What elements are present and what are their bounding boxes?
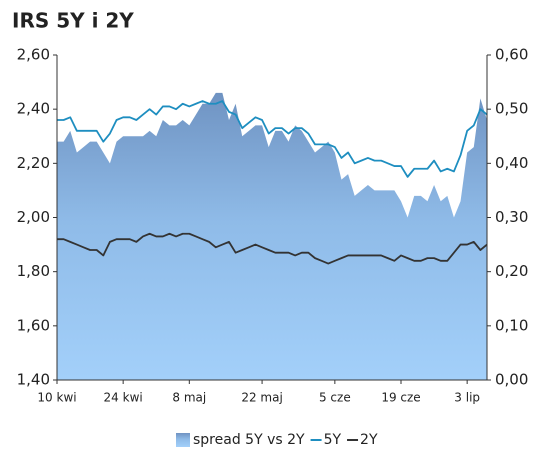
x-tick-label: 8 maj: [172, 391, 206, 405]
x-tick-label: 22 maj: [241, 391, 282, 405]
y-tick-label: 2,20: [17, 154, 50, 172]
x-tick-label: 3 lip: [454, 391, 480, 405]
y-tick-label: 1,60: [17, 316, 50, 334]
legend-label: 2Y: [360, 432, 378, 448]
x-tick-label: 19 cze: [381, 391, 420, 405]
y-tick-label: 1,40: [17, 371, 50, 389]
y2-tick-label: 0,40: [495, 154, 528, 172]
x-tick-label: 5 cze: [319, 391, 351, 405]
legend-label: 5Y: [324, 432, 342, 448]
y-tick-label: 2,40: [17, 100, 50, 118]
x-tick-label: 10 kwi: [37, 391, 76, 405]
y2-tick-label: 0,50: [495, 100, 528, 118]
y2-tick-label: 0,20: [495, 262, 528, 280]
chart-title: IRS 5Y i 2Y: [12, 9, 134, 33]
y2-tick-label: 0,30: [495, 208, 528, 226]
y-tick-label: 2,00: [17, 208, 50, 226]
y-tick-label: 1,80: [17, 262, 50, 280]
y-tick-label: 2,60: [17, 46, 50, 64]
series-line: [57, 100, 488, 178]
spread-area: [57, 92, 487, 381]
legend-swatch: [176, 433, 190, 447]
series-line: [57, 232, 488, 265]
legend-label: spread 5Y vs 2Y: [193, 432, 305, 448]
y2-tick-label: 0,60: [495, 46, 528, 64]
y2-tick-label: 0,00: [495, 371, 528, 389]
y2-tick-label: 0,10: [495, 316, 528, 334]
x-tick-label: 24 kwi: [104, 391, 143, 405]
